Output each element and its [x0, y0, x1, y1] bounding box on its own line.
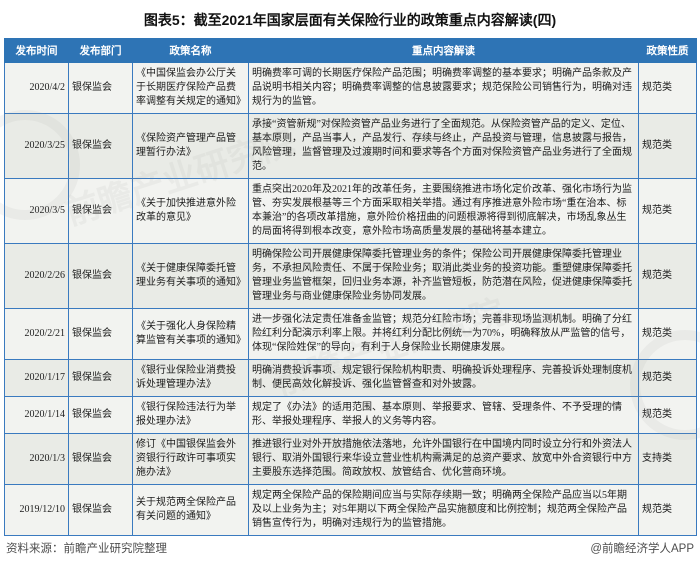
cell-content: 规定两全保险产品的保险期间应当与实际存续期一致；明确两全保险产品应当以5年期及以…: [248, 484, 639, 536]
cell-date: 2020/3/25: [4, 113, 69, 179]
cell-nature: 规范类: [638, 308, 697, 360]
table-row: 2020/2/21 银保监会 《关于强化人身保险精算监管有关事项的通知》 进一步…: [4, 308, 697, 360]
cell-dept: 银保监会: [68, 433, 133, 485]
table-row: 2020/1/3 银保监会 修订《中国银保监会外资银行行政许可事项实施办法》 推…: [4, 433, 697, 485]
cell-date: 2020/2/26: [4, 243, 69, 309]
cell-content: 重点突出2020年及2021年的改革任务，主要围绕推进市场化定价改革、强化市场行…: [248, 178, 639, 244]
cell-nature: 规范类: [638, 178, 697, 244]
header-policy-nature: 政策性质: [638, 38, 697, 63]
cell-date: 2020/2/21: [4, 308, 69, 360]
cell-content: 承接“资管新规”对保险资管产品业务进行了全面规范。从保险资管产品的定义、定位、基…: [248, 113, 639, 179]
cell-content: 进一步强化法定责任准备金监管；规范分红险市场；完善非现场监测机制。明确了分红险红…: [248, 308, 639, 360]
credit-note: @前瞻经济学人APP: [590, 543, 694, 555]
cell-dept: 银保监会: [68, 484, 133, 536]
cell-nature: 规范类: [638, 113, 697, 179]
cell-dept: 银保监会: [68, 113, 133, 179]
table-row: 2020/2/26 银保监会 《关于健康保障委托管理业务有关事项的通知》 明确保…: [4, 243, 697, 309]
cell-nature: 规范类: [638, 396, 697, 434]
table-row: 2020/3/5 银保监会 《关于加快推进意外险改革的意见》 重点突出2020年…: [4, 178, 697, 244]
cell-dept: 银保监会: [68, 396, 133, 434]
cell-policy-name: 《关于强化人身保险精算监管有关事项的通知》: [132, 308, 249, 360]
table-row: 2020/1/17 银保监会 《银行业保险业消费投诉处理管理办法》 明确消费投诉…: [4, 359, 697, 397]
cell-content: 明确保险公司开展健康保障委托管理业务的条件；保险公司开展健康保障委托管理业务，不…: [248, 243, 639, 309]
cell-policy-name: 《保险资产管理产品管理暂行办法》: [132, 113, 249, 179]
cell-date: 2020/1/17: [4, 359, 69, 397]
source-note: 资料来源：前瞻产业研究院整理: [6, 543, 167, 555]
cell-policy-name: 修订《中国银保监会外资银行行政许可事项实施办法》: [132, 433, 249, 485]
cell-dept: 银保监会: [68, 243, 133, 309]
page-title: 图表5：截至2021年国家层面有关保险行业的政策重点内容解读(四): [143, 12, 557, 28]
cell-date: 2020/4/2: [4, 62, 69, 114]
policy-table: 发布时间 发布部门 政策名称 重点内容解读 政策性质 2020/4/2 银保监会…: [4, 38, 697, 536]
cell-date: 2020/1/3: [4, 433, 69, 485]
cell-dept: 银保监会: [68, 308, 133, 360]
cell-content: 推进银行业对外开放措施依法落地，允许外国银行在中国境内同时设立分行和外资法人银行…: [248, 433, 639, 485]
cell-content: 明确消费投诉事项、规定银行保险机构职责、明确投诉处理程序、完善投诉处理制度机制、…: [248, 359, 639, 397]
cell-policy-name: 《银行保险违法行为举报处理办法》: [132, 396, 249, 434]
cell-nature: 规范类: [638, 62, 697, 114]
header-publish-dept: 发布部门: [68, 38, 133, 63]
cell-policy-name: 《关于加快推进意外险改革的意见》: [132, 178, 249, 244]
header-publish-date: 发布时间: [4, 38, 69, 63]
cell-nature: 支持类: [638, 433, 697, 485]
cell-nature: 规范类: [638, 359, 697, 397]
footer: 资料来源：前瞻产业研究院整理 @前瞻经济学人APP: [0, 538, 700, 556]
cell-nature: 规范类: [638, 484, 697, 536]
table-row: 2020/3/25 银保监会 《保险资产管理产品管理暂行办法》 承接“资管新规”…: [4, 113, 697, 179]
header-key-content: 重点内容解读: [248, 38, 639, 63]
cell-dept: 银保监会: [68, 178, 133, 244]
cell-content: 规定了《办法》的适用范围、基本原则、举报要求、管辖、受理条件、不予受理的情形、举…: [248, 396, 639, 434]
cell-content: 明确费率可调的长期医疗保险产品范围；明确费率调整的基本要求；明确产品条款及产品说…: [248, 62, 639, 114]
cell-nature: 规范类: [638, 243, 697, 309]
table-row: 2019/12/10 银保监会 关于规范两全保险产品有关问题的通知》 规定两全保…: [4, 484, 697, 536]
cell-policy-name: 《银行业保险业消费投诉处理管理办法》: [132, 359, 249, 397]
table-row: 2020/1/14 银保监会 《银行保险违法行为举报处理办法》 规定了《办法》的…: [4, 396, 697, 434]
table-row: 2020/4/2 银保监会 《中国保监会办公厅关于长期医疗保险产品费率调整有关规…: [4, 62, 697, 114]
cell-date: 2020/1/14: [4, 396, 69, 434]
cell-policy-name: 《关于健康保障委托管理业务有关事项的通知》: [132, 243, 249, 309]
cell-dept: 银保监会: [68, 359, 133, 397]
cell-date: 2020/3/5: [4, 178, 69, 244]
cell-policy-name: 关于规范两全保险产品有关问题的通知》: [132, 484, 249, 536]
header-policy-name: 政策名称: [132, 38, 249, 63]
cell-date: 2019/12/10: [4, 484, 69, 536]
cell-dept: 银保监会: [68, 62, 133, 114]
table-header-row: 发布时间 发布部门 政策名称 重点内容解读 政策性质: [4, 38, 697, 63]
cell-policy-name: 《中国保监会办公厅关于长期医疗保险产品费率调整有关规定的通知》: [132, 62, 249, 114]
